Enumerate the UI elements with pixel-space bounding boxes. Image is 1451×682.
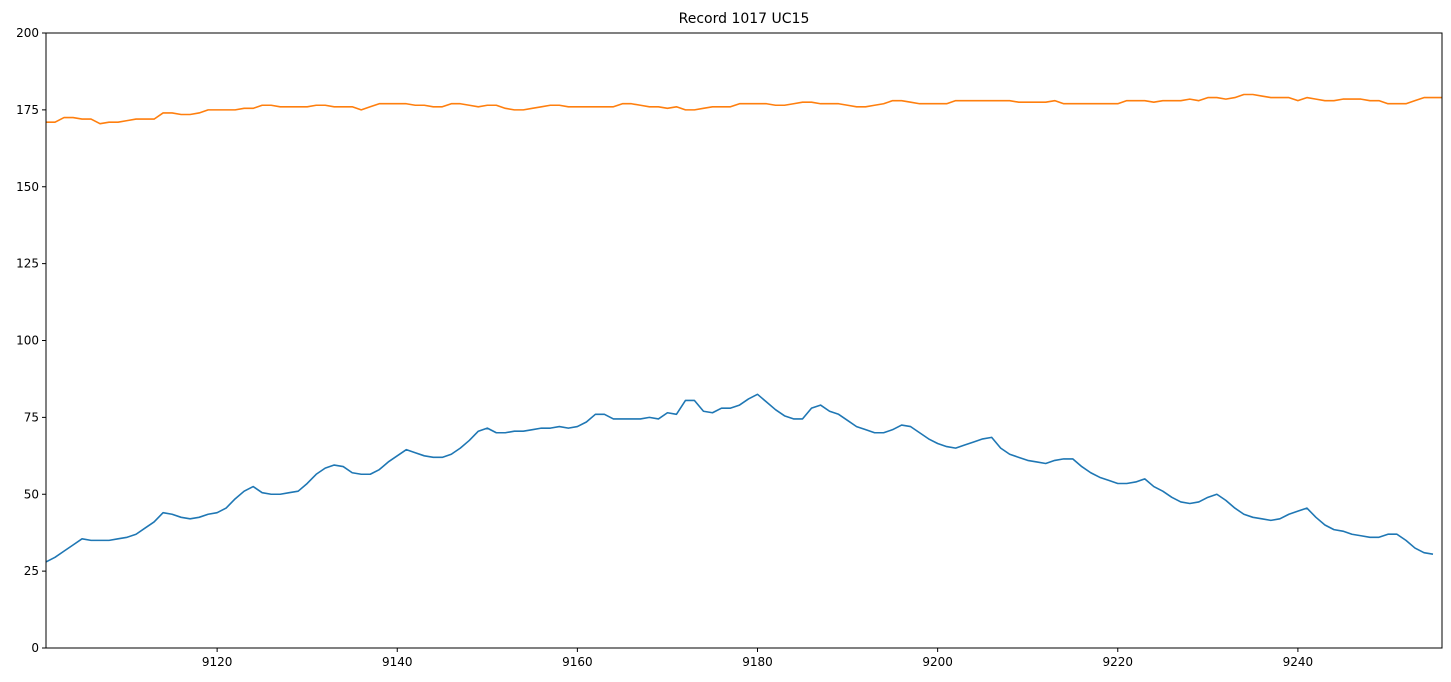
y-tick-label: 75 — [24, 410, 39, 424]
y-tick-label: 50 — [24, 487, 39, 501]
x-tick-label: 9240 — [1283, 655, 1314, 669]
x-tick-label: 9200 — [922, 655, 953, 669]
series-line-1 — [45, 393, 1434, 563]
x-tick-label: 9140 — [382, 655, 413, 669]
axis-ticks: 9120 9140 9160 9180 9200 9220 9240 0 25 50 75 100 12… — [16, 26, 1313, 669]
y-tick-label: 200 — [16, 26, 39, 40]
y-tick-label: 125 — [16, 257, 39, 271]
y-tick-label: 175 — [16, 103, 39, 117]
x-tick-label: 9220 — [1102, 655, 1133, 669]
series-lines — [45, 93, 1442, 563]
y-tick-label: 0 — [31, 641, 39, 655]
y-tick-label: 150 — [16, 180, 39, 194]
y-tick-label: 100 — [16, 334, 39, 348]
x-tick-label: 9180 — [742, 655, 773, 669]
x-tick-label: 9160 — [562, 655, 593, 669]
series-line-2 — [46, 93, 1442, 125]
plot-frame — [45, 32, 1443, 649]
chart-title: Record 1017 UC15 — [679, 11, 810, 27]
x-tick-label: 9120 — [202, 655, 233, 669]
y-tick-label: 25 — [24, 564, 39, 578]
